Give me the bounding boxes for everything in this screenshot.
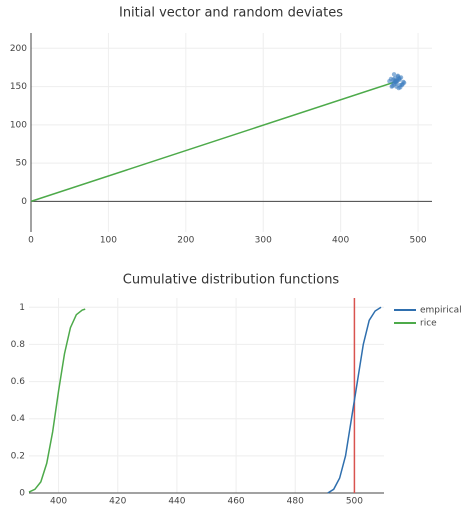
x-tick-label: 400 bbox=[332, 236, 349, 246]
y-tick-label: 0.6 bbox=[11, 377, 26, 387]
data-point bbox=[391, 72, 397, 77]
legend-label: rice bbox=[420, 319, 437, 329]
chart-title: Cumulative distribution functions bbox=[123, 273, 340, 288]
y-tick-label: 150 bbox=[10, 82, 27, 92]
x-tick-label: 400 bbox=[50, 497, 67, 507]
data-point bbox=[401, 80, 407, 85]
x-tick-label: 200 bbox=[177, 236, 194, 246]
x-tick-label: 500 bbox=[409, 236, 426, 246]
data-point bbox=[393, 79, 398, 85]
series-line bbox=[30, 80, 398, 203]
y-tick-label: 0.8 bbox=[11, 340, 26, 350]
chart-title: Initial vector and random deviates bbox=[119, 6, 343, 21]
x-tick-label: 100 bbox=[100, 236, 117, 246]
y-tick-label: 50 bbox=[16, 159, 28, 169]
y-tick-label: 100 bbox=[10, 120, 27, 130]
x-tick-label: 420 bbox=[109, 497, 126, 507]
x-tick-label: 440 bbox=[168, 497, 185, 507]
x-tick-label: 300 bbox=[255, 236, 272, 246]
series-line bbox=[327, 306, 382, 494]
y-tick-label: 0.4 bbox=[11, 414, 26, 424]
x-tick-label: 0 bbox=[28, 236, 34, 246]
y-tick-label: 0 bbox=[19, 489, 25, 499]
x-tick-label: 480 bbox=[287, 497, 304, 507]
data-point bbox=[398, 82, 403, 88]
y-tick-label: 0 bbox=[21, 197, 27, 207]
series-line bbox=[28, 308, 86, 493]
y-tick-label: 0.2 bbox=[11, 451, 25, 461]
x-tick-label: 460 bbox=[227, 497, 244, 507]
data-point bbox=[397, 75, 402, 81]
y-tick-label: 200 bbox=[10, 44, 27, 54]
y-tick-label: 1 bbox=[19, 303, 25, 313]
x-tick-label: 500 bbox=[346, 497, 363, 507]
legend-label: empirical bbox=[420, 306, 462, 316]
